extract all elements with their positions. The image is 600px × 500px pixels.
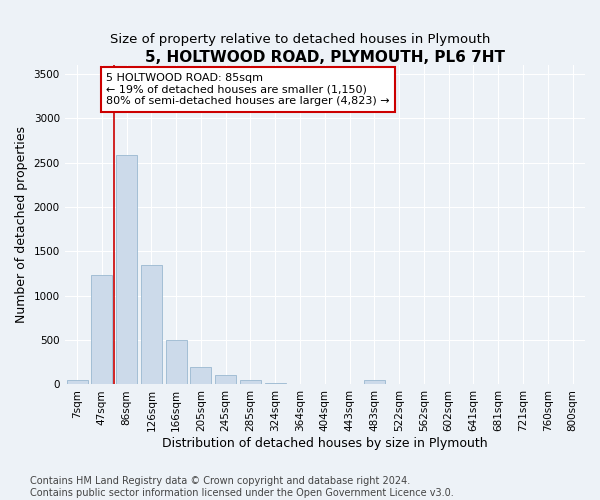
Bar <box>141 264 162 384</box>
Text: Size of property relative to detached houses in Plymouth: Size of property relative to detached ho… <box>110 32 490 46</box>
Bar <box>240 380 261 384</box>
Text: 5 HOLTWOOD ROAD: 85sqm
← 19% of detached houses are smaller (1,150)
80% of semi-: 5 HOLTWOOD ROAD: 85sqm ← 19% of detached… <box>106 73 390 106</box>
Bar <box>190 367 211 384</box>
Bar <box>91 276 112 384</box>
Bar <box>364 380 385 384</box>
Y-axis label: Number of detached properties: Number of detached properties <box>15 126 28 323</box>
Bar <box>215 374 236 384</box>
Bar <box>116 154 137 384</box>
Bar <box>265 382 286 384</box>
Bar <box>67 380 88 384</box>
Bar <box>166 340 187 384</box>
Text: Contains HM Land Registry data © Crown copyright and database right 2024.
Contai: Contains HM Land Registry data © Crown c… <box>30 476 454 498</box>
X-axis label: Distribution of detached houses by size in Plymouth: Distribution of detached houses by size … <box>162 437 488 450</box>
Title: 5, HOLTWOOD ROAD, PLYMOUTH, PL6 7HT: 5, HOLTWOOD ROAD, PLYMOUTH, PL6 7HT <box>145 50 505 65</box>
